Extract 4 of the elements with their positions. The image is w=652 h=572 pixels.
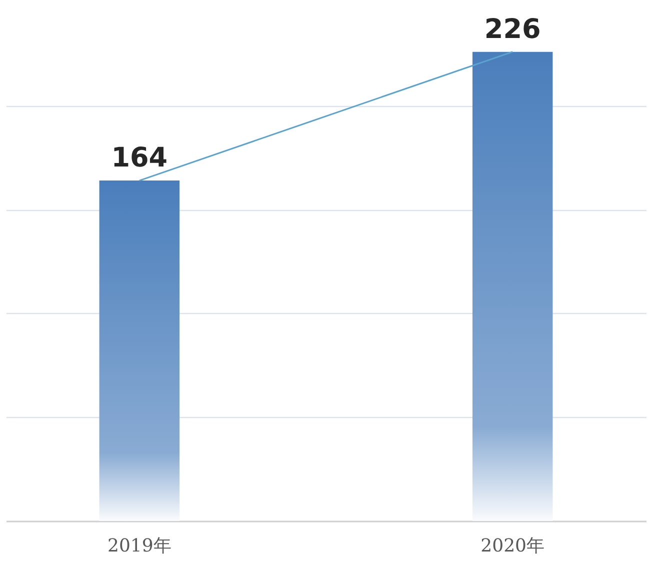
data-label: 226 [484,14,541,45]
data-label: 164 [111,142,168,174]
x-tick-label: 2020年 [480,536,544,556]
x-tick-label: 2019年 [108,536,172,556]
